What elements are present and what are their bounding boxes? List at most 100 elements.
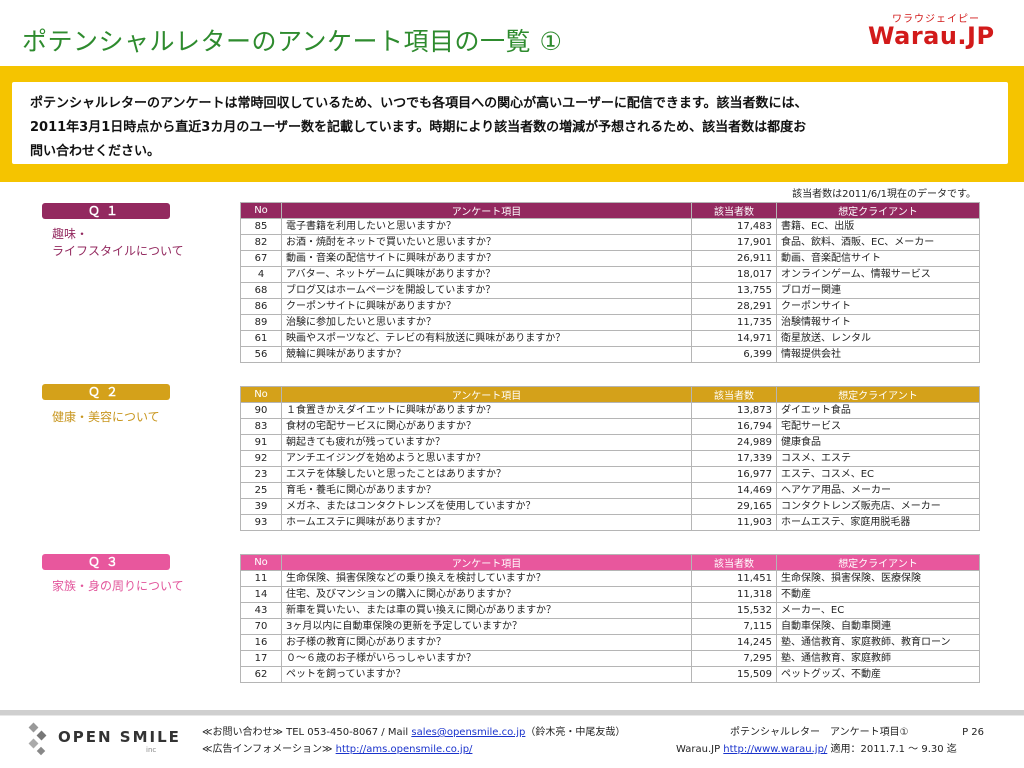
q3-label: 家族・身の周りについて [52, 579, 184, 593]
cell-client: 塾、通信教育、家庭教師、教育ローン [776, 634, 980, 651]
open-smile-wordmark: OPEN SMILE [58, 728, 181, 746]
table-row: 86 クーポンサイトに興味がありますか？ 28,291 クーポンサイト [240, 298, 980, 315]
logo-mark: Warau.JP [868, 22, 995, 50]
cell-question: ホームエステに興味がありますか？ [281, 514, 692, 531]
q2-table: No アンケート項目 該当者数 想定クライアント 90 １食置きかえダイエットに興味があり… [240, 386, 980, 531]
col-no-header: No [240, 202, 282, 219]
cell-question: クーポンサイトに興味がありますか？ [281, 298, 692, 315]
q3-table: No アンケート項目 該当者数 想定クライアント 11 生命保険、損害保険などの乗り換えを… [240, 554, 980, 683]
warau-site-link[interactable]: http://www.warau.jp/ [723, 744, 828, 755]
cell-question: 朝起きても疲れが残っていますか？ [281, 434, 692, 451]
notice-line-2: 2011年3月1日時点から直近3カ月のユーザー数を記載しています。時期により該当… [30, 120, 807, 135]
cell-no: 61 [240, 330, 282, 347]
notice-line-3: 問い合わせください。 [30, 144, 161, 159]
q1-badge: Ｑ１ [42, 203, 170, 219]
cell-question: 食材の宅配サービスに関心がありますか？ [281, 418, 692, 435]
cell-no: 86 [240, 298, 282, 315]
cell-no: 17 [240, 650, 282, 667]
table-row: 25 育毛・養毛に関心がありますか？ 14,469 ヘアケア用品、メーカー [240, 482, 980, 499]
table-row: 23 エステを体験したいと思ったことはありますか？ 16,977 エステ、コスメ、EC [240, 466, 980, 483]
doc-title: ポテンシャルレター アンケート項目① [730, 727, 909, 738]
cell-client: メーカー、EC [776, 602, 980, 619]
ad-info-link[interactable]: http://ams.opensmile.co.jp/ [335, 744, 473, 755]
cell-count: 14,971 [691, 330, 777, 347]
cell-count: 24,989 [691, 434, 777, 451]
cell-count: 17,901 [691, 234, 777, 251]
validity-period: 適用：2011.7.1 ～ 9.30 迄 [827, 744, 957, 755]
cell-no: 16 [240, 634, 282, 651]
ad-info-line: ≪広告インフォメーション≫ http://ams.opensmile.co.jp… [202, 741, 625, 758]
cell-question: ブログ又はホームページを開設していますか？ [281, 282, 692, 299]
cell-client: 自動車保険、自動車関連 [776, 618, 980, 635]
cell-question: お酒・焼酎をネットで買いたいと思いますか？ [281, 234, 692, 251]
cell-question: アンチエイジングを始めようと思いますか？ [281, 450, 692, 467]
col-client-header: 想定クライアント [776, 554, 980, 571]
cell-question: 治験に参加したいと思いますか？ [281, 314, 692, 331]
cell-count: 7,115 [691, 618, 777, 635]
page-number: P 26 [962, 727, 984, 738]
cell-client: 治験情報サイト [776, 314, 980, 331]
cell-count: 14,245 [691, 634, 777, 651]
notice-box: ポテンシャルレターのアンケートは常時回収しているため、いつでも各項目への関心が高… [12, 82, 1008, 164]
cell-count: 16,977 [691, 466, 777, 483]
table-row: 89 治験に参加したいと思いますか？ 11,735 治験情報サイト [240, 314, 980, 331]
cell-no: 89 [240, 314, 282, 331]
cell-no: 23 [240, 466, 282, 483]
table-row: 14 住宅、及びマンションの購入に関心がありますか？ 11,318 不動産 [240, 586, 980, 603]
cell-question: 電子書籍を利用したいと思いますか？ [281, 218, 692, 235]
cell-question: お子様の教育に関心がありますか？ [281, 634, 692, 651]
table-row: 90 １食置きかえダイエットに興味がありますか？ 13,873 ダイエット食品 [240, 402, 980, 419]
cell-count: 11,735 [691, 314, 777, 331]
warau-logo[interactable]: ワラウジェイピー Warau.JP [868, 10, 1008, 54]
ad-prefix: ≪広告インフォメーション≫ [202, 744, 336, 755]
cell-question: エステを体験したいと思ったことはありますか？ [281, 466, 692, 483]
cell-no: 56 [240, 346, 282, 363]
col-count-header: 該当者数 [691, 386, 777, 403]
contact-email-link[interactable]: sales@opensmile.co.jp [411, 727, 526, 738]
cell-count: 29,165 [691, 498, 777, 515]
cell-client: クーポンサイト [776, 298, 980, 315]
notice-band: ポテンシャルレターのアンケートは常時回収しているため、いつでも各項目への関心が高… [0, 66, 1024, 182]
cell-count: 14,469 [691, 482, 777, 499]
table-row: 4 アバター、ネットゲームに興味がありますか？ 18,017 オンラインゲーム、情報サ… [240, 266, 980, 283]
cell-question: １食置きかえダイエットに興味がありますか？ [281, 402, 692, 419]
table-header-row: No アンケート項目 該当者数 想定クライアント [240, 554, 980, 571]
cell-client: オンラインゲーム、情報サービス [776, 266, 980, 283]
cell-client: 情報提供会社 [776, 346, 980, 363]
cell-count: 28,291 [691, 298, 777, 315]
cell-no: 67 [240, 250, 282, 267]
cell-count: 7,295 [691, 650, 777, 667]
q2-label: 健康・美容について [52, 410, 160, 424]
cell-count: 11,318 [691, 586, 777, 603]
cell-question: 3ヶ月以内に自動車保険の更新を予定していますか？ [281, 618, 692, 635]
cell-no: 68 [240, 282, 282, 299]
contact-line: ≪お問い合わせ≫ TEL 053-450-8067 / Mail sales@o… [202, 724, 625, 741]
cell-question: 動画・音楽の配信サイトに興味がありますか？ [281, 250, 692, 267]
footer-doc-info: ポテンシャルレター アンケート項目① P 26 Warau.JP http://… [676, 724, 984, 758]
cell-no: 85 [240, 218, 282, 235]
cell-no: 62 [240, 666, 282, 683]
cell-question: メガネ、またはコンタクトレンズを使用していますか？ [281, 498, 692, 515]
col-client-header: 想定クライアント [776, 386, 980, 403]
q1-label: 趣味・ ライフスタイルについて [52, 227, 184, 258]
table-row: 83 食材の宅配サービスに関心がありますか？ 16,794 宅配サービス [240, 418, 980, 435]
notice-line-1: ポテンシャルレターのアンケートは常時回収しているため、いつでも各項目への関心が高… [30, 96, 808, 111]
cell-client: ペットグッズ、不動産 [776, 666, 980, 683]
col-count-header: 該当者数 [691, 554, 777, 571]
open-smile-logo[interactable]: OPEN SMILE inc [28, 720, 179, 760]
cell-client: 食品、飲料、酒販、EC、メーカー [776, 234, 980, 251]
col-question-header: アンケート項目 [281, 386, 692, 403]
cell-no: 91 [240, 434, 282, 451]
cell-no: 14 [240, 586, 282, 603]
as-of-note: 該当者数は2011/6/1現在のデータです。 [792, 189, 976, 200]
q2-badge: Ｑ２ [42, 384, 170, 400]
table-row: 39 メガネ、またはコンタクトレンズを使用していますか？ 29,165 コンタクトレン… [240, 498, 980, 515]
table-row: 85 電子書籍を利用したいと思いますか？ 17,483 書籍、EC、出版 [240, 218, 980, 235]
table-header-row: No アンケート項目 該当者数 想定クライアント [240, 386, 980, 403]
cell-client: 動画、音楽配信サイト [776, 250, 980, 267]
page-title: ポテンシャルレターのアンケート項目の一覧 ① [22, 27, 563, 56]
cell-question: 映画やスポーツなど、テレビの有料放送に興味がありますか？ [281, 330, 692, 347]
col-no-header: No [240, 554, 282, 571]
cell-count: 15,532 [691, 602, 777, 619]
cell-client: 健康食品 [776, 434, 980, 451]
